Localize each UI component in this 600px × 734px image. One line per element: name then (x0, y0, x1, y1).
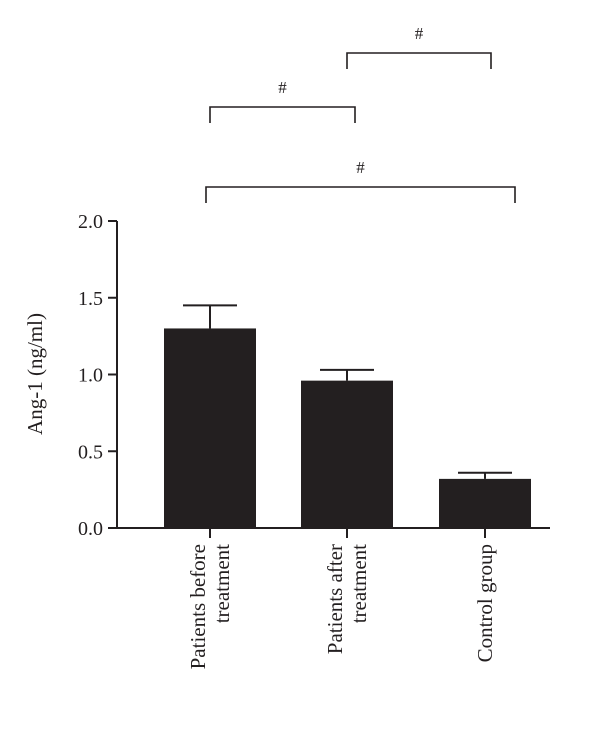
significance-bracket (205, 186, 516, 203)
x-category-label: Control group (473, 544, 497, 662)
bar (301, 380, 393, 528)
x-category-label: treatment (210, 544, 234, 623)
significance-marker: # (415, 24, 424, 43)
significance-marker: # (356, 158, 365, 177)
significance-brackets: # # # (205, 24, 516, 203)
y-tick-label: 1.0 (78, 365, 103, 387)
significance-bracket (346, 52, 492, 69)
significance-marker: # (278, 78, 287, 97)
y-tick-label: 0.0 (78, 518, 103, 540)
x-axis: Patients before treatment Patients after tr… (117, 527, 550, 669)
y-tick-label: 1.5 (78, 288, 103, 310)
x-category-label: Patients after (323, 544, 347, 654)
bar (164, 328, 256, 528)
bars (164, 328, 531, 528)
y-tick-label: 2.0 (78, 211, 103, 233)
x-category-label: treatment (347, 544, 371, 623)
error-bars (183, 304, 512, 479)
significance-bracket (209, 106, 356, 123)
bar (439, 478, 531, 528)
y-axis-title: Ang-1 (ng/ml) (23, 313, 47, 435)
y-tick-label: 0.5 (78, 441, 103, 463)
y-axis: 0.0 0.5 1.0 1.5 2.0 (78, 211, 118, 540)
x-category-label: Patients before (186, 544, 210, 669)
